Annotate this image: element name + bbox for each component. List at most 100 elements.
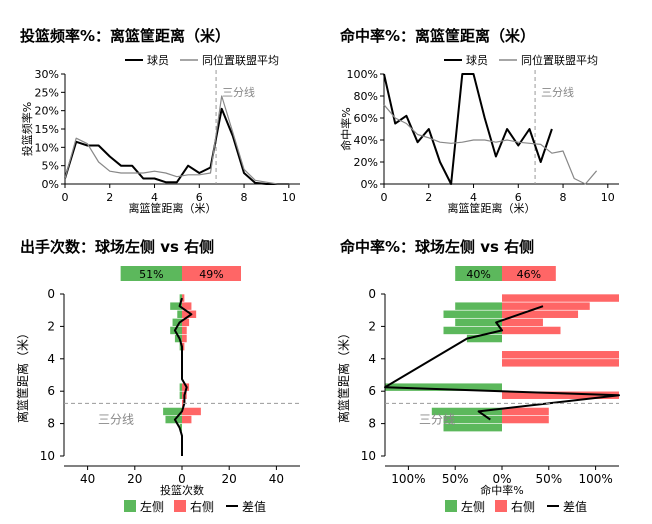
chart-title: 命中率%：球场左侧 vs 右侧 bbox=[339, 238, 534, 256]
y-tick-label: 20% bbox=[35, 105, 59, 118]
series-line-2 bbox=[383, 104, 598, 185]
x-tick-label: 20 bbox=[127, 472, 142, 486]
bar-right bbox=[502, 415, 549, 424]
legend-label-diff: 差值 bbox=[242, 499, 266, 514]
bar-left bbox=[179, 391, 182, 399]
bar-left bbox=[179, 423, 182, 432]
line-chart-1: 投篮频率%：离篮筐距离（米） 0% 5% 10% 15% 20% 25% 30% 0 2 4 6 8 10… bbox=[20, 27, 300, 215]
x-axis-label: 投篮次数 bbox=[160, 483, 204, 497]
bar-left bbox=[443, 415, 502, 424]
bar-left bbox=[455, 302, 502, 310]
y-tick-label: 0 bbox=[47, 287, 55, 301]
y-tick-label: 4 bbox=[47, 352, 55, 366]
bar-left bbox=[466, 334, 502, 343]
x-tick-label: 100% bbox=[391, 472, 425, 486]
bar-left bbox=[170, 302, 182, 310]
x-tick-label: 6 bbox=[515, 191, 522, 204]
bar-right bbox=[182, 302, 192, 310]
x-tick-label: 10 bbox=[282, 191, 296, 204]
y-tick-label: 2 bbox=[47, 319, 55, 333]
y-tick-label: 8 bbox=[368, 417, 376, 431]
summary-left-label: 40% bbox=[466, 268, 490, 281]
three-point-label: 三分线 bbox=[419, 412, 455, 426]
bar-left bbox=[177, 310, 182, 318]
bar-left bbox=[455, 318, 502, 327]
bar-right bbox=[182, 294, 185, 302]
x-tick-label: 0 bbox=[62, 191, 69, 204]
y-tick-label: 2 bbox=[368, 319, 376, 333]
bar-right bbox=[182, 326, 187, 335]
y-tick-label: 30% bbox=[35, 68, 59, 81]
x-tick-label: 4 bbox=[470, 191, 477, 204]
difference-line bbox=[384, 305, 620, 421]
x-tick-label: 0 bbox=[381, 191, 388, 204]
x-axis-label: 离篮筐距离（米） bbox=[129, 201, 217, 215]
y-tick-label: 0% bbox=[42, 178, 59, 191]
bar-right bbox=[182, 342, 185, 351]
summary-right-label: 49% bbox=[199, 268, 223, 281]
x-tick-label: 40 bbox=[269, 472, 284, 486]
bar-left bbox=[443, 423, 502, 432]
series-line-1 bbox=[383, 73, 553, 185]
bar-right bbox=[182, 310, 197, 318]
y-tick-label: 100% bbox=[347, 68, 378, 81]
y-tick-label: 5% bbox=[42, 160, 59, 173]
bar-left bbox=[443, 326, 502, 335]
bar-right bbox=[502, 359, 619, 367]
x-tick-label: 8 bbox=[241, 191, 248, 204]
y-tick-label: 10 bbox=[40, 449, 55, 463]
y-tick-label: 15% bbox=[35, 123, 59, 136]
summary-left-label: 51% bbox=[139, 268, 163, 281]
y-tick-label: 0% bbox=[361, 178, 378, 191]
bar-right bbox=[502, 294, 619, 302]
bar-left bbox=[165, 415, 182, 424]
lr-chart-4: 命中率%：球场左侧 vs 右侧 40% 46% 0 2 4 6 8 10 100% 50% 0% 50%… bbox=[336, 238, 620, 514]
y-axis-label: 离篮筐距离（米） bbox=[15, 327, 30, 423]
bar-left bbox=[163, 407, 182, 416]
series-line-1 bbox=[64, 107, 289, 185]
x-tick-label: 4 bbox=[151, 191, 158, 204]
bar-left bbox=[443, 310, 502, 318]
x-tick-label: 6 bbox=[196, 191, 203, 204]
y-tick-label: 4 bbox=[368, 352, 376, 366]
x-tick-label: 8 bbox=[560, 191, 567, 204]
legend-label-right: 右侧 bbox=[511, 499, 535, 514]
legend-label-league: 同位置联盟平均 bbox=[202, 53, 279, 67]
legend-label-left: 左侧 bbox=[140, 499, 164, 514]
bar-left bbox=[179, 294, 182, 302]
legend-label-player: 球员 bbox=[466, 53, 488, 67]
legend-swatch-right bbox=[495, 500, 507, 512]
x-tick-label: 2 bbox=[425, 191, 432, 204]
summary-bar-left bbox=[455, 266, 502, 281]
line-chart-2: 命中率%：离篮筐距离（米） 0% 20% 40% 60% 80% 100% 0 2 4 6 8 10 离篮… bbox=[339, 27, 619, 215]
y-tick-label: 40% bbox=[354, 134, 378, 147]
bar-right bbox=[502, 310, 579, 318]
bar-right bbox=[502, 407, 549, 416]
x-tick-label: 0 bbox=[178, 472, 186, 486]
chart-title: 投篮频率%：离篮筐距离（米） bbox=[20, 27, 230, 45]
bar-left bbox=[179, 383, 182, 391]
y-axis-label: 命中率% bbox=[339, 107, 353, 150]
x-tick-label: 100% bbox=[578, 472, 612, 486]
summary-bar-left bbox=[120, 266, 182, 281]
legend-swatch-left bbox=[445, 500, 457, 512]
difference-line bbox=[173, 297, 193, 456]
y-tick-label: 25% bbox=[35, 86, 59, 99]
bar-right bbox=[182, 318, 190, 327]
legend-swatch-left bbox=[124, 500, 136, 512]
x-axis-label: 离篮筐距离（米） bbox=[448, 201, 536, 215]
bar-right bbox=[182, 415, 192, 424]
x-tick-label: 2 bbox=[106, 191, 113, 204]
x-tick-label: 50% bbox=[535, 472, 562, 486]
legend-label-right: 右侧 bbox=[190, 499, 214, 514]
y-tick-label: 8 bbox=[47, 417, 55, 431]
summary-bar-right bbox=[182, 266, 241, 281]
y-tick-label: 6 bbox=[47, 384, 55, 398]
three-point-label: 三分线 bbox=[222, 85, 255, 99]
bar-right bbox=[182, 407, 201, 416]
legend-label-diff: 差值 bbox=[563, 499, 587, 514]
legend-label-left: 左侧 bbox=[461, 499, 485, 514]
bar-left bbox=[179, 342, 182, 351]
x-tick-label: 10 bbox=[601, 191, 615, 204]
